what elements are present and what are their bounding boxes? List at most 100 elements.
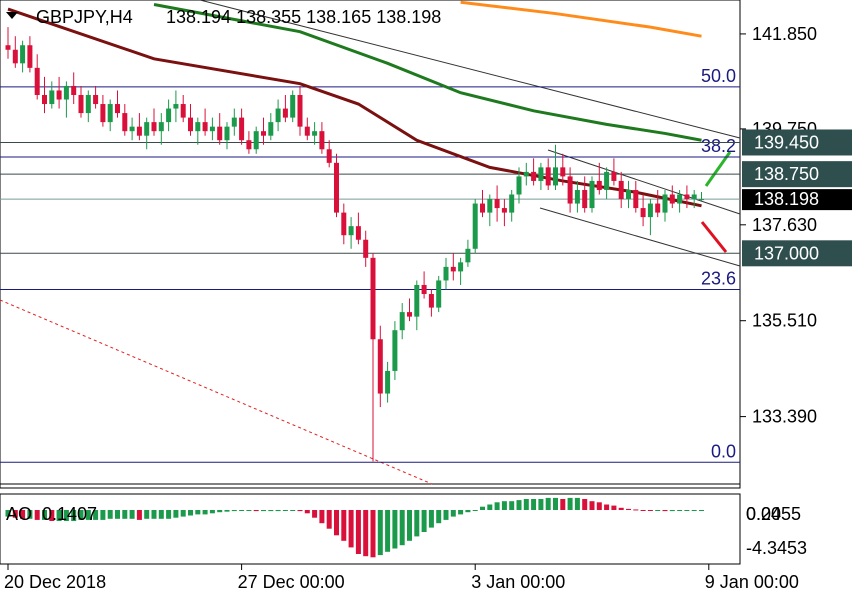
ao-bar bbox=[12, 510, 18, 518]
ao-bar bbox=[85, 510, 91, 520]
ao-bar bbox=[523, 499, 529, 510]
dotted-trendline bbox=[0, 299, 433, 485]
ao-bar bbox=[450, 510, 456, 517]
chart-menu-triangle-icon[interactable] bbox=[6, 12, 18, 19]
ao-bar bbox=[501, 501, 507, 510]
fib-label: 38.2 bbox=[701, 136, 736, 156]
candle-body bbox=[282, 108, 288, 118]
candle-body bbox=[414, 284, 420, 317]
candle-body bbox=[472, 203, 478, 249]
ao-bar bbox=[684, 510, 690, 511]
ao-bar bbox=[633, 509, 639, 511]
candle-body bbox=[596, 180, 602, 190]
candle-body bbox=[27, 45, 33, 68]
ao-axis-label: -4.3453 bbox=[746, 538, 807, 558]
ao-bar bbox=[268, 510, 274, 512]
candle-body bbox=[531, 171, 537, 181]
indicator-pane bbox=[0, 493, 741, 565]
candle-body bbox=[144, 122, 150, 136]
time-tick-label: 20 Dec 2018 bbox=[4, 572, 106, 592]
price-tick-label: 141.850 bbox=[752, 24, 817, 44]
ao-bar bbox=[129, 510, 135, 519]
time-tick-label: 3 Jan 00:00 bbox=[471, 572, 565, 592]
ao-bar bbox=[275, 510, 281, 512]
ao-bar bbox=[63, 510, 69, 521]
candle-body bbox=[71, 85, 77, 95]
ao-name: AO bbox=[6, 504, 32, 524]
candle-body bbox=[12, 49, 18, 64]
candle-body bbox=[633, 189, 639, 209]
ao-bar bbox=[136, 510, 142, 520]
ao-bar bbox=[472, 510, 478, 511]
candle-body bbox=[34, 67, 40, 95]
candle-body bbox=[509, 194, 515, 213]
candle-body bbox=[574, 189, 580, 204]
ao-bar bbox=[604, 504, 610, 510]
ao-bar bbox=[509, 501, 515, 510]
candle-body bbox=[363, 239, 369, 258]
ao-value: 0.1407 bbox=[42, 504, 97, 524]
candle-body bbox=[458, 262, 464, 272]
ao-bar bbox=[180, 510, 186, 517]
candle-body bbox=[5, 45, 11, 50]
candle-body bbox=[494, 199, 500, 209]
candle-body bbox=[523, 171, 529, 177]
candle-body bbox=[655, 203, 661, 213]
candle-body bbox=[699, 199, 704, 201]
trendline-layer bbox=[0, 0, 741, 485]
candle-body bbox=[334, 162, 339, 213]
ao-bar bbox=[78, 510, 84, 520]
fib-label: 50.0 bbox=[701, 66, 736, 86]
price-tick-label: 133.390 bbox=[752, 407, 817, 427]
moving-average-line bbox=[7, 7, 702, 208]
fib-label: 23.6 bbox=[701, 268, 736, 288]
candle-body bbox=[516, 176, 522, 195]
ao-bar bbox=[596, 502, 602, 510]
fib-label: 0.0 bbox=[711, 441, 736, 461]
ao-bar bbox=[290, 510, 296, 511]
ao-bar bbox=[188, 510, 193, 516]
candle-body bbox=[63, 85, 69, 100]
ao-bar bbox=[253, 510, 259, 512]
channel-upper bbox=[547, 149, 741, 215]
price-tag-label: 138.750 bbox=[754, 164, 819, 184]
candle-body bbox=[297, 94, 303, 127]
candle-body bbox=[151, 122, 157, 132]
candle-body bbox=[567, 176, 573, 204]
trendline-upper bbox=[199, 0, 741, 139]
candle-body bbox=[560, 167, 566, 177]
ao-bar bbox=[100, 510, 106, 520]
candle-body bbox=[399, 312, 405, 331]
up-arrow-stroke bbox=[704, 151, 732, 187]
ao-bar bbox=[348, 510, 354, 548]
ao-bar bbox=[531, 499, 537, 510]
price-tag bbox=[742, 161, 852, 188]
candle-body bbox=[246, 140, 252, 150]
price-tag bbox=[742, 129, 852, 156]
ao-bar bbox=[560, 499, 566, 510]
candle-body bbox=[180, 104, 186, 118]
price-tag bbox=[742, 240, 852, 267]
candle-body bbox=[662, 194, 668, 213]
candle-body bbox=[56, 90, 62, 100]
ao-bar bbox=[516, 500, 522, 510]
ao-bar bbox=[151, 510, 157, 519]
ao-bar bbox=[217, 510, 223, 513]
ao-bar bbox=[647, 510, 653, 511]
candle-body bbox=[691, 194, 697, 200]
ao-bar bbox=[209, 510, 215, 514]
ao-bar bbox=[487, 504, 493, 510]
ao-bar bbox=[589, 501, 595, 510]
candle-body bbox=[239, 117, 245, 141]
ao-bar bbox=[56, 510, 62, 521]
ao-bar bbox=[341, 510, 347, 541]
ao-bar bbox=[691, 510, 697, 511]
candle-body bbox=[188, 117, 193, 132]
candle-body bbox=[465, 248, 471, 263]
ao-bar bbox=[611, 505, 617, 510]
ao-bar bbox=[662, 510, 668, 512]
ao-bar bbox=[326, 510, 332, 529]
candle-body bbox=[20, 45, 26, 64]
ohlc-readout: 138.194 138.355 138.165 138.198 bbox=[166, 7, 441, 27]
candle-body bbox=[355, 226, 361, 240]
